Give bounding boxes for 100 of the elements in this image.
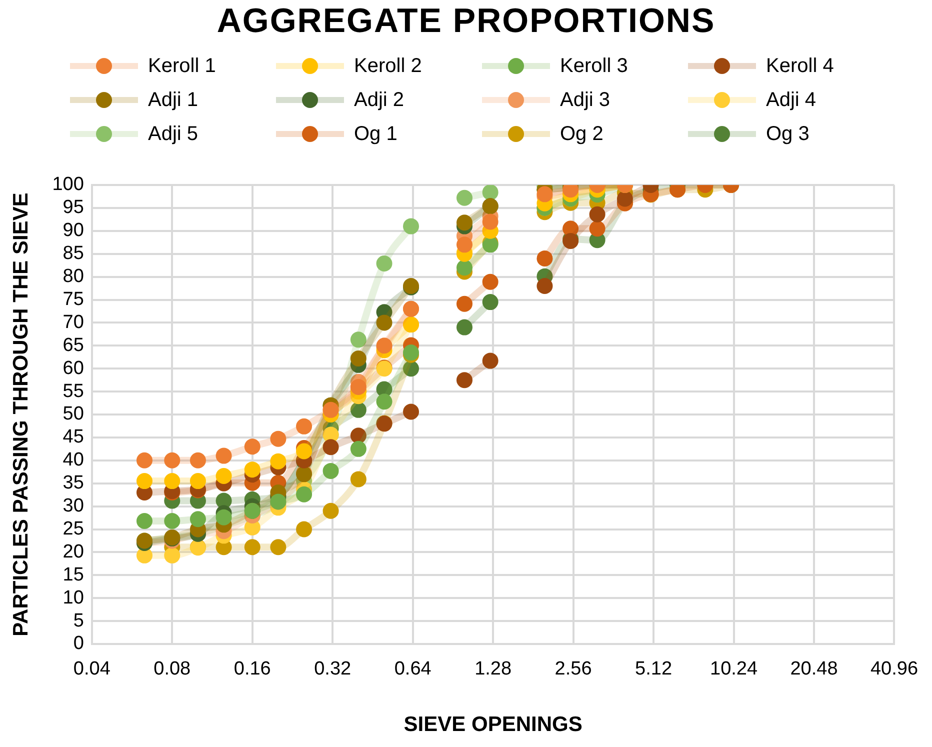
legend-label: Adji 4 (766, 88, 816, 112)
point (403, 360, 420, 377)
y-tick-label: 65 (62, 334, 84, 356)
point (216, 468, 232, 484)
point (136, 452, 152, 468)
legend-label: Og 1 (354, 122, 398, 146)
y-tick-label: 5 (73, 610, 84, 632)
point (190, 452, 206, 468)
y-tick-label: 45 (62, 426, 84, 448)
point (616, 190, 633, 207)
point (164, 473, 180, 490)
y-tick-label: 20 (62, 541, 84, 562)
point (536, 278, 553, 294)
point (456, 190, 472, 206)
point (164, 452, 180, 468)
point (482, 352, 498, 369)
point (136, 473, 152, 490)
point (376, 255, 392, 272)
y-tick-label: 80 (62, 266, 84, 288)
legend-label: Adji 5 (148, 122, 198, 146)
x-tick-label: 20.48 (790, 658, 838, 680)
x-tick-label: 0.32 (314, 658, 352, 680)
point (244, 539, 260, 556)
x-axis-title: SIEVE OPENINGS (404, 713, 582, 736)
point (589, 220, 606, 237)
legend-label: Og 2 (560, 122, 604, 146)
y-tick-label: 0 (73, 633, 84, 654)
point (322, 502, 339, 519)
chart-title: AGGREGATE PROPORTIONS (216, 2, 716, 41)
point (322, 439, 339, 456)
x-tick-label: 2.56 (554, 658, 592, 680)
point (190, 473, 206, 490)
y-tick-label: 95 (62, 197, 84, 218)
point (350, 378, 366, 395)
point (589, 206, 606, 222)
y-tick-label: 90 (62, 220, 84, 242)
point (270, 453, 286, 470)
legend-label: Keroll 1 (148, 54, 216, 78)
point (296, 418, 312, 434)
point (376, 394, 392, 410)
x-tick-label: 0.16 (234, 658, 271, 680)
y-tick-label: 15 (62, 564, 84, 586)
y-tick-label: 55 (62, 380, 84, 402)
y-tick-label: 10 (62, 587, 84, 608)
legend-label: Keroll 2 (354, 54, 422, 78)
legend-label: Adji 3 (560, 88, 610, 112)
point (296, 521, 312, 538)
point (244, 462, 260, 478)
x-tick-label: 0.08 (154, 658, 191, 680)
x-tick-label: 40.96 (870, 658, 918, 680)
point (270, 539, 286, 556)
legend-label: Adji 2 (354, 88, 404, 112)
y-tick-label: 100 (52, 174, 84, 196)
y-axis-title: PARTICLES PASSING THROUGH THE SIEVE (9, 192, 32, 636)
point (350, 471, 366, 488)
x-tick-label: 1.28 (474, 658, 512, 680)
y-tick-label: 40 (62, 450, 84, 471)
legend-label: Og 3 (766, 122, 810, 146)
point (270, 430, 286, 447)
y-tick-label: 60 (62, 358, 84, 379)
point (350, 402, 366, 418)
point (482, 214, 498, 230)
x-tick-label: 10.24 (710, 658, 758, 680)
point (456, 214, 472, 231)
point (216, 509, 232, 526)
y-tick-label: 70 (62, 312, 84, 333)
point (350, 428, 366, 444)
point (376, 314, 392, 331)
point (136, 512, 152, 529)
x-tick-label: 0.04 (73, 658, 111, 680)
point (456, 296, 472, 312)
point (216, 448, 232, 464)
point (403, 404, 420, 420)
point (456, 236, 472, 253)
point (244, 438, 260, 455)
point (456, 372, 472, 388)
y-tick-label: 25 (62, 518, 84, 540)
point (482, 274, 498, 290)
point (403, 218, 420, 234)
point (190, 511, 206, 528)
point (164, 547, 180, 564)
x-tick-label: 5.12 (635, 658, 672, 680)
point (536, 250, 553, 266)
point (350, 350, 366, 366)
y-tick-label: 75 (62, 288, 84, 310)
point (164, 512, 180, 529)
x-tick-label: 0.64 (394, 658, 432, 680)
legend-label: Adji 1 (148, 88, 198, 112)
point (350, 440, 366, 457)
point (482, 294, 498, 310)
y-tick-label: 35 (62, 472, 84, 494)
point (456, 319, 472, 336)
legend-label: Keroll 3 (560, 54, 628, 78)
point (322, 462, 339, 479)
point (456, 260, 472, 276)
y-tick-label: 50 (62, 404, 84, 425)
y-tick-label: 30 (62, 496, 84, 517)
point (296, 443, 312, 460)
point (482, 185, 498, 200)
y-tick-label: 85 (62, 243, 84, 264)
